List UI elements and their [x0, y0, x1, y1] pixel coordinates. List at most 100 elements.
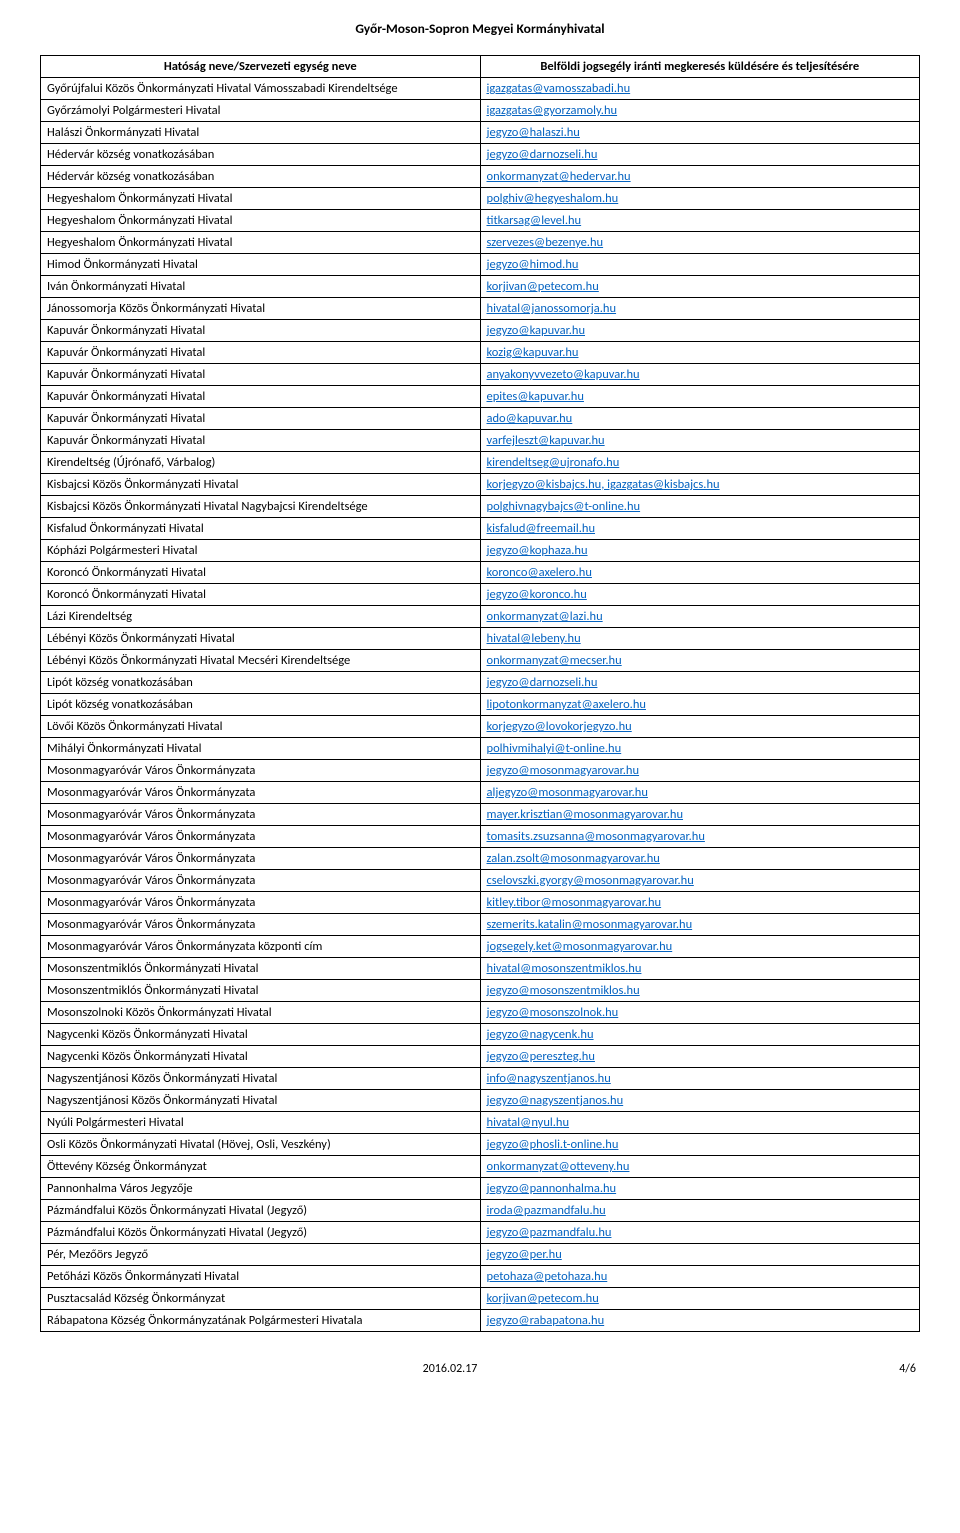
- table-row: Iván Önkormányzati Hivatal korjivan@petec…: [41, 276, 920, 298]
- contact-cell: jegyzo@kapuvar.hu: [480, 320, 920, 342]
- contact-link[interactable]: korjivan@petecom.hu: [487, 1291, 599, 1306]
- contact-link[interactable]: titkarsag@level.hu: [487, 213, 582, 228]
- contact-link[interactable]: jegyzo@pannonhalma.hu: [487, 1181, 617, 1196]
- contact-cell: kozig@kapuvar.hu: [480, 342, 920, 364]
- table-row: Mosonszentmiklós Önkormányzati Hivatalhi…: [41, 958, 920, 980]
- contact-cell: onkormanyzat@lazi.hu: [480, 606, 920, 628]
- table-row: Mosonmagyaróvár Város Önkormányzatamayer…: [41, 804, 920, 826]
- contact-link[interactable]: zalan.zsolt@mosonmagyarovar.hu: [487, 851, 660, 866]
- contact-link[interactable]: onkormanyzat@mecser.hu: [487, 653, 622, 668]
- contact-link[interactable]: jegyzo@pazmandfalu.hu: [487, 1225, 612, 1240]
- contact-link[interactable]: korjegyzo@kisbajcs.hu, igazgatas@kisbajc…: [487, 477, 720, 492]
- contact-link[interactable]: kisfalud@freemail.hu: [487, 521, 596, 536]
- contact-cell: titkarsag@level.hu: [480, 210, 920, 232]
- contact-link[interactable]: iroda@pazmandfalu.hu: [487, 1203, 606, 1218]
- authority-name-cell: Győrújfalui Közös Önkormányzati Hivatal …: [41, 78, 481, 100]
- contact-link[interactable]: jegyzo@halaszi.hu: [487, 125, 580, 140]
- contact-link[interactable]: korjegyzo@lovokorjegyzo.hu: [487, 719, 632, 734]
- table-row: Pér, Mezőörs Jegyző jegyzo@per.hu: [41, 1244, 920, 1266]
- authority-name-cell: Kapuvár Önkormányzati Hivatal: [41, 408, 481, 430]
- contact-link[interactable]: petohaza@petohaza.hu: [487, 1269, 608, 1284]
- contact-link[interactable]: jegyzo@kophaza.hu: [487, 543, 588, 558]
- authority-name-cell: Hédervár község vonatkozásában: [41, 144, 481, 166]
- contact-link[interactable]: koronco@axelero.hu: [487, 565, 592, 580]
- contact-cell: hivatal@mosonszentmiklos.hu: [480, 958, 920, 980]
- contact-cell: kisfalud@freemail.hu: [480, 518, 920, 540]
- contact-link[interactable]: jegyzo@phosli.t-online.hu: [487, 1137, 619, 1152]
- contact-link[interactable]: polhivmihalyi@t-online.hu: [487, 741, 622, 756]
- authority-name-cell: Mosonmagyaróvár Város Önkormányzata: [41, 826, 481, 848]
- contact-link[interactable]: onkormanyzat@otteveny.hu: [487, 1159, 630, 1174]
- authority-name-cell: Pér, Mezőörs Jegyző: [41, 1244, 481, 1266]
- contact-link[interactable]: jegyzo@koronco.hu: [487, 587, 587, 602]
- contact-link[interactable]: jegyzo@nagycenk.hu: [487, 1027, 594, 1042]
- contact-cell: ado@kapuvar.hu: [480, 408, 920, 430]
- contact-link[interactable]: lipotonkormanyzat@axelero.hu: [487, 697, 646, 712]
- table-row: Lövői Közös Önkormányzati Hivatalkorjegy…: [41, 716, 920, 738]
- contact-link[interactable]: jegyzo@darnozseli.hu: [487, 675, 598, 690]
- contact-link[interactable]: jegyzo@nagyszentjanos.hu: [487, 1093, 624, 1108]
- contact-cell: jegyzo@nagyszentjanos.hu: [480, 1090, 920, 1112]
- table-row: Himod Önkormányzati Hivataljegyzo@himod.…: [41, 254, 920, 276]
- contact-link[interactable]: jegyzo@kapuvar.hu: [487, 323, 586, 338]
- contact-link[interactable]: mayer.krisztian@mosonmagyarovar.hu: [487, 807, 684, 822]
- contact-link[interactable]: kozig@kapuvar.hu: [487, 345, 579, 360]
- contact-cell: info@nagyszentjanos.hu: [480, 1068, 920, 1090]
- contact-link[interactable]: igazgatas@vamosszabadi.hu: [487, 81, 631, 96]
- contact-cell: kirendeltseg@ujronafo.hu: [480, 452, 920, 474]
- authority-name-cell: Koroncó Önkormányzati Hivatal: [41, 584, 481, 606]
- table-row: Osli Közös Önkormányzati Hivatal (Hövej,…: [41, 1134, 920, 1156]
- contact-link[interactable]: jegyzo@pereszteg.hu: [487, 1049, 595, 1064]
- contact-link[interactable]: tomasits.zsuzsanna@mosonmagyarovar.hu: [487, 829, 705, 844]
- authority-name-cell: Mosonmagyaróvár Város Önkormányzata: [41, 760, 481, 782]
- contact-link[interactable]: varfejleszt@kapuvar.hu: [487, 433, 605, 448]
- table-row: Hegyeshalom Önkormányzati Hivataltitkars…: [41, 210, 920, 232]
- contact-link[interactable]: igazgatas@gyorzamoly.hu: [487, 103, 618, 118]
- contact-cell: zalan.zsolt@mosonmagyarovar.hu: [480, 848, 920, 870]
- contact-link[interactable]: onkormanyzat@lazi.hu: [487, 609, 603, 624]
- contact-link[interactable]: ado@kapuvar.hu: [487, 411, 573, 426]
- authority-name-cell: Pusztacsalád Község Önkormányzat: [41, 1288, 481, 1310]
- authority-name-cell: Mosonszolnoki Közös Önkormányzati Hivata…: [41, 1002, 481, 1024]
- contact-link[interactable]: polghiv@hegyeshalom.hu: [487, 191, 619, 206]
- contact-link[interactable]: szemerits.katalin@mosonmagyarovar.hu: [487, 917, 693, 932]
- contact-link[interactable]: hivatal@janossomorja.hu: [487, 301, 617, 316]
- table-row: Nagycenki Közös Önkormányzati Hivataljeg…: [41, 1046, 920, 1068]
- table-row: Lébényi Közös Önkormányzati Hivatalhivat…: [41, 628, 920, 650]
- authority-name-cell: Osli Közös Önkormányzati Hivatal (Hövej,…: [41, 1134, 481, 1156]
- contact-link[interactable]: info@nagyszentjanos.hu: [487, 1071, 611, 1086]
- contact-link[interactable]: cselovszki.gyorgy@mosonmagyarovar.hu: [487, 873, 694, 888]
- contact-cell: igazgatas@vamosszabadi.hu: [480, 78, 920, 100]
- contact-link[interactable]: korjivan@petecom.hu: [487, 279, 599, 294]
- contact-link[interactable]: hivatal@mosonszentmiklos.hu: [487, 961, 642, 976]
- contact-link[interactable]: anyakonyvvezeto@kapuvar.hu: [487, 367, 640, 382]
- contact-cell: onkormanyzat@mecser.hu: [480, 650, 920, 672]
- table-row: Rábapatona Község Önkormányzatának Polgá…: [41, 1310, 920, 1332]
- contact-link[interactable]: hivatal@lebeny.hu: [487, 631, 581, 646]
- contact-link[interactable]: jegyzo@mosonszolnok.hu: [487, 1005, 619, 1020]
- contact-link[interactable]: polghivnagybajcs@t-online.hu: [487, 499, 641, 514]
- authority-name-cell: Pannonhalma Város Jegyzője: [41, 1178, 481, 1200]
- contact-link[interactable]: jegyzo@per.hu: [487, 1247, 562, 1262]
- contact-link[interactable]: szervezes@bezenye.hu: [487, 235, 604, 250]
- contact-link[interactable]: jegyzo@mosonmagyarovar.hu: [487, 763, 640, 778]
- table-row: Nagyszentjánosi Közös Önkormányzati Hiva…: [41, 1068, 920, 1090]
- contact-link[interactable]: aljegyzo@mosonmagyarovar.hu: [487, 785, 648, 800]
- contact-link[interactable]: kitley.tibor@mosonmagyarovar.hu: [487, 895, 662, 910]
- contact-link[interactable]: jogsegely.ket@mosonmagyarovar.hu: [487, 939, 673, 954]
- contact-link[interactable]: kirendeltseg@ujronafo.hu: [487, 455, 620, 470]
- table-row: Pannonhalma Város Jegyzője jegyzo@pannonh…: [41, 1178, 920, 1200]
- contact-link[interactable]: onkormanyzat@hedervar.hu: [487, 169, 631, 184]
- contact-link[interactable]: jegyzo@mosonszentmiklos.hu: [487, 983, 640, 998]
- authority-name-cell: Iván Önkormányzati Hivatal: [41, 276, 481, 298]
- contact-link[interactable]: jegyzo@darnozseli.hu: [487, 147, 598, 162]
- table-row: Kisbajcsi Közös Önkormányzati Hivatalkor…: [41, 474, 920, 496]
- contact-cell: iroda@pazmandfalu.hu: [480, 1200, 920, 1222]
- contact-cell: jegyzo@halaszi.hu: [480, 122, 920, 144]
- table-row: Hédervár község vonatkozásábanonkormanyz…: [41, 166, 920, 188]
- authority-name-cell: Kópházi Polgármesteri Hivatal: [41, 540, 481, 562]
- contact-link[interactable]: jegyzo@himod.hu: [487, 257, 579, 272]
- contact-link[interactable]: hivatal@nyul.hu: [487, 1115, 570, 1130]
- contact-link[interactable]: jegyzo@rabapatona.hu: [487, 1313, 605, 1328]
- contact-link[interactable]: epites@kapuvar.hu: [487, 389, 584, 404]
